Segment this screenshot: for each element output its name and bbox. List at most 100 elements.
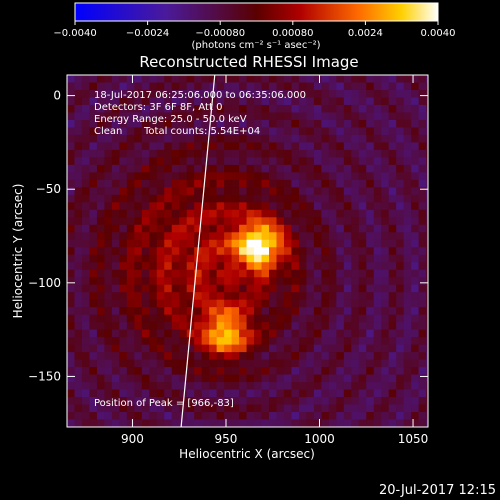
heatmap-cell xyxy=(89,404,98,413)
heatmap-cell xyxy=(358,337,367,346)
heatmap-cell xyxy=(96,179,106,188)
heatmap-cell xyxy=(171,104,180,114)
heatmap-cell xyxy=(224,232,233,241)
heatmap-cell xyxy=(366,322,375,331)
heatmap-cell xyxy=(231,134,240,143)
heatmap-cell xyxy=(336,299,345,308)
heatmap-cell xyxy=(351,352,360,361)
heatmap-cell xyxy=(283,134,293,143)
heatmap-cell xyxy=(328,172,337,181)
heatmap-cell xyxy=(366,277,375,286)
heatmap-cell xyxy=(291,382,300,391)
heatmap-cell xyxy=(306,179,315,188)
heatmap-cell xyxy=(254,209,263,218)
heatmap-cell xyxy=(224,134,233,143)
heatmap-cell xyxy=(216,397,225,406)
heatmap-cell xyxy=(216,239,225,248)
heatmap-cell xyxy=(381,382,390,391)
heatmap-cell xyxy=(426,112,428,121)
heatmap-cell xyxy=(298,299,308,308)
heatmap-cell xyxy=(396,374,405,383)
heatmap-cell xyxy=(141,344,150,353)
heatmap-cell xyxy=(67,247,76,256)
heatmap-cell xyxy=(134,209,143,218)
heatmap-cell xyxy=(111,277,120,286)
heatmap-cell xyxy=(388,269,397,278)
heatmap-cell xyxy=(254,374,263,383)
heatmap-cell xyxy=(321,217,330,226)
heatmap-cell xyxy=(351,299,360,308)
heatmap-cell xyxy=(74,404,83,413)
heatmap-cell xyxy=(194,172,203,181)
heatmap-cell xyxy=(269,119,278,129)
heatmap-cell xyxy=(313,82,322,91)
heatmap-cell xyxy=(134,194,143,203)
heatmap-cell xyxy=(194,367,203,376)
heatmap-cell xyxy=(426,209,428,218)
heatmap-cell xyxy=(231,314,240,323)
heatmap-cell xyxy=(358,269,367,278)
heatmap-cell xyxy=(261,127,270,136)
heatmap-cell xyxy=(388,412,397,421)
heatmap-cell xyxy=(119,412,128,421)
heatmap-cell xyxy=(313,104,322,114)
heatmap-cell xyxy=(171,82,180,91)
heatmap-cell xyxy=(67,194,76,203)
heatmap-cell xyxy=(119,254,128,263)
heatmap-cell xyxy=(403,314,412,323)
heatmap-cell xyxy=(96,322,106,331)
heatmap-cell xyxy=(358,224,367,233)
heatmap-cell xyxy=(201,224,210,233)
heatmap-cell xyxy=(89,367,98,376)
heatmap-cell xyxy=(426,397,428,406)
heatmap-cell xyxy=(366,419,375,427)
heatmap-cell xyxy=(306,284,315,293)
heatmap-cell xyxy=(321,224,330,233)
heatmap-cell xyxy=(261,104,270,114)
heatmap-cell xyxy=(149,209,158,218)
heatmap-cell xyxy=(381,194,390,203)
heatmap-cell xyxy=(336,134,345,143)
heatmap-cell xyxy=(126,314,135,323)
heatmap-cell xyxy=(396,359,405,368)
heatmap-cell xyxy=(156,329,165,338)
heatmap-cell xyxy=(373,262,382,271)
heatmap-cell xyxy=(119,359,128,368)
heatmap-cell xyxy=(366,224,375,233)
heatmap-cell xyxy=(396,404,405,413)
heatmap-cell xyxy=(141,277,150,286)
heatmap-cell xyxy=(224,209,233,218)
heatmap-cell xyxy=(381,239,390,248)
heatmap-cell xyxy=(418,322,427,331)
heatmap-cell xyxy=(246,277,255,286)
heatmap-cell xyxy=(194,262,203,271)
heatmap-cell xyxy=(306,374,315,383)
heatmap-cell xyxy=(156,112,165,121)
heatmap-cell xyxy=(381,82,390,91)
heatmap-cell xyxy=(239,239,248,248)
heatmap-cell xyxy=(321,119,330,129)
heatmap-cell xyxy=(343,322,352,331)
heatmap-cell xyxy=(74,284,83,293)
heatmap-cell xyxy=(269,337,278,346)
heatmap-cell xyxy=(411,104,420,114)
heatmap-cell xyxy=(418,419,427,427)
heatmap-cell xyxy=(89,419,98,427)
heatmap-cell xyxy=(231,97,240,106)
heatmap-cell xyxy=(269,172,278,181)
heatmap-cell xyxy=(67,119,76,129)
heatmap-cell xyxy=(224,404,233,413)
heatmap-cell xyxy=(164,194,173,203)
heatmap-cell xyxy=(179,149,188,158)
heatmap-cell xyxy=(96,89,106,99)
heatmap-cell xyxy=(276,142,285,151)
heatmap-cell xyxy=(426,97,428,106)
heatmap-cell xyxy=(209,352,218,361)
heatmap-cell xyxy=(336,397,345,406)
heatmap-cell xyxy=(96,284,106,293)
heatmap-cell xyxy=(67,142,76,151)
heatmap-cell xyxy=(134,104,143,114)
heatmap-cell xyxy=(171,239,180,248)
heatmap-cell xyxy=(418,262,427,271)
heatmap-cell xyxy=(171,217,180,226)
